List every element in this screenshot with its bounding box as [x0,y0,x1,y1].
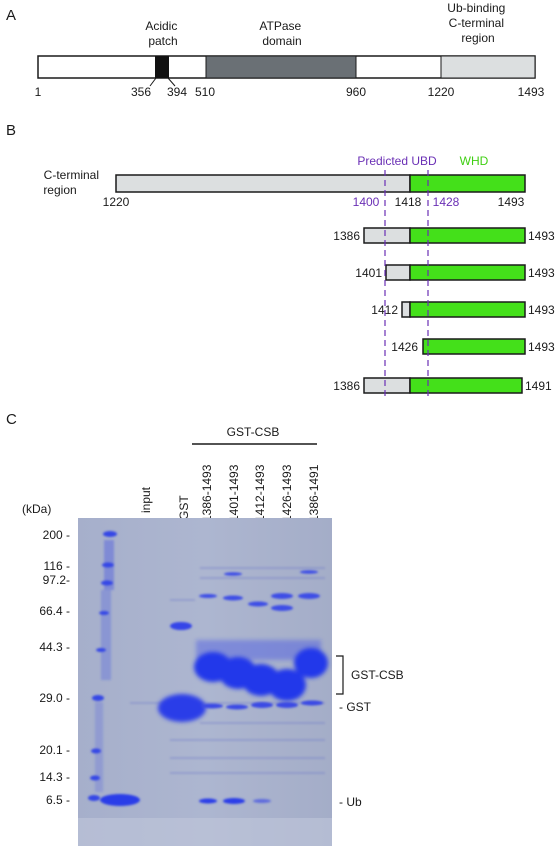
construct-1426-1493: 1426 1493 [391,338,555,355]
gst-csb-band-label: GST-CSB [351,668,404,682]
pos-1220: 1220 [428,85,455,99]
atpase-domain-block [205,55,357,79]
predicted-ubd-label: Predicted UBD [357,154,437,168]
csb-ub-bands [199,798,271,804]
input-ub-band [100,794,140,806]
gst-csb-bands [194,640,328,701]
gst-csb-bracket [336,655,344,695]
marker-200: 200 - [43,528,70,542]
lane-label-1386-1491: 1386-1491 [307,464,321,522]
construct-1386-1493: 1386 1493 [333,227,555,244]
construct-end: 1493 [528,229,555,243]
marker-6-5: 6.5 - [46,793,70,807]
csb-protein-bar [37,55,536,87]
whd-label: WHD [460,154,489,168]
c-terminal-region-label: C-terminal region [43,168,102,197]
pos-510: 510 [195,85,215,99]
csb-gst-bands [201,700,323,710]
pos-1493: 1493 [518,85,545,99]
ladder-lane [88,531,117,801]
construct-1401-1493: 1401 1493 [355,264,555,281]
sds-page-gel [78,518,332,846]
marker-66-4: 66.4 - [39,604,70,618]
construct-end: 1491 [525,379,552,393]
acidic-patch-label: Acidic patch [145,19,180,48]
lane-label-gst: GST [177,495,191,520]
construct-start: 1401 [355,266,382,280]
ub-binding-label: Ub-binding C-terminal region [447,1,508,45]
acidic-patch-block [155,56,169,78]
construct-end: 1493 [528,266,555,280]
lane-label-input: input [139,486,153,513]
pos-394: 394 [167,85,187,99]
gst-csb-group-label: GST-CSB [227,425,280,439]
construct-start: 1386 [333,379,360,393]
construct-start: 1426 [391,340,418,354]
lane-label-1401-1493: 1401-1493 [227,464,241,522]
ub-band-label: - Ub [339,795,362,809]
marker-20-1: 20.1 - [39,743,70,757]
gst-lane-gst-band [158,694,206,722]
marker-97-2: 97.2- [43,573,70,587]
panel-b-letter: B [6,122,16,139]
ub-binding-block [440,55,536,79]
construct-end: 1493 [528,340,555,354]
pos-1: 1 [35,85,42,99]
atpase-domain-label: ATPase domain [259,19,304,48]
lane-label-1386-1493: 1386-1493 [200,464,214,522]
panel-a-letter: A [6,7,16,24]
marker-116: 116 - [44,559,70,573]
construct-end: 1493 [528,303,555,317]
full-end-1493: 1493 [498,195,525,209]
panel-c-letter: C [6,411,17,428]
full-start-1220: 1220 [103,195,130,209]
marker-14-3: 14.3 - [39,770,70,784]
construct-1386-1491: 1386 1491 [333,377,552,394]
construct-start: 1386 [333,229,360,243]
csb-high-mw-bands [199,570,320,611]
mark-1418: 1418 [395,195,422,209]
marker-29-0: 29.0 - [39,691,70,705]
marker-44-3: 44.3 - [39,640,70,654]
c-terminal-full-bar [115,174,526,193]
lane-label-1412-1493: 1412-1493 [253,464,267,522]
lane-label-1426-1493: 1426-1493 [280,464,294,522]
pos-960: 960 [346,85,366,99]
construct-1412-1493: 1412 1493 [371,301,555,318]
mark-1400: 1400 [353,195,380,209]
kda-label: (kDa) [22,502,51,516]
gst-lane-66-band [170,622,192,630]
pos-356: 356 [131,85,151,99]
mark-1428: 1428 [433,195,460,209]
gst-band-label: - GST [339,700,372,714]
